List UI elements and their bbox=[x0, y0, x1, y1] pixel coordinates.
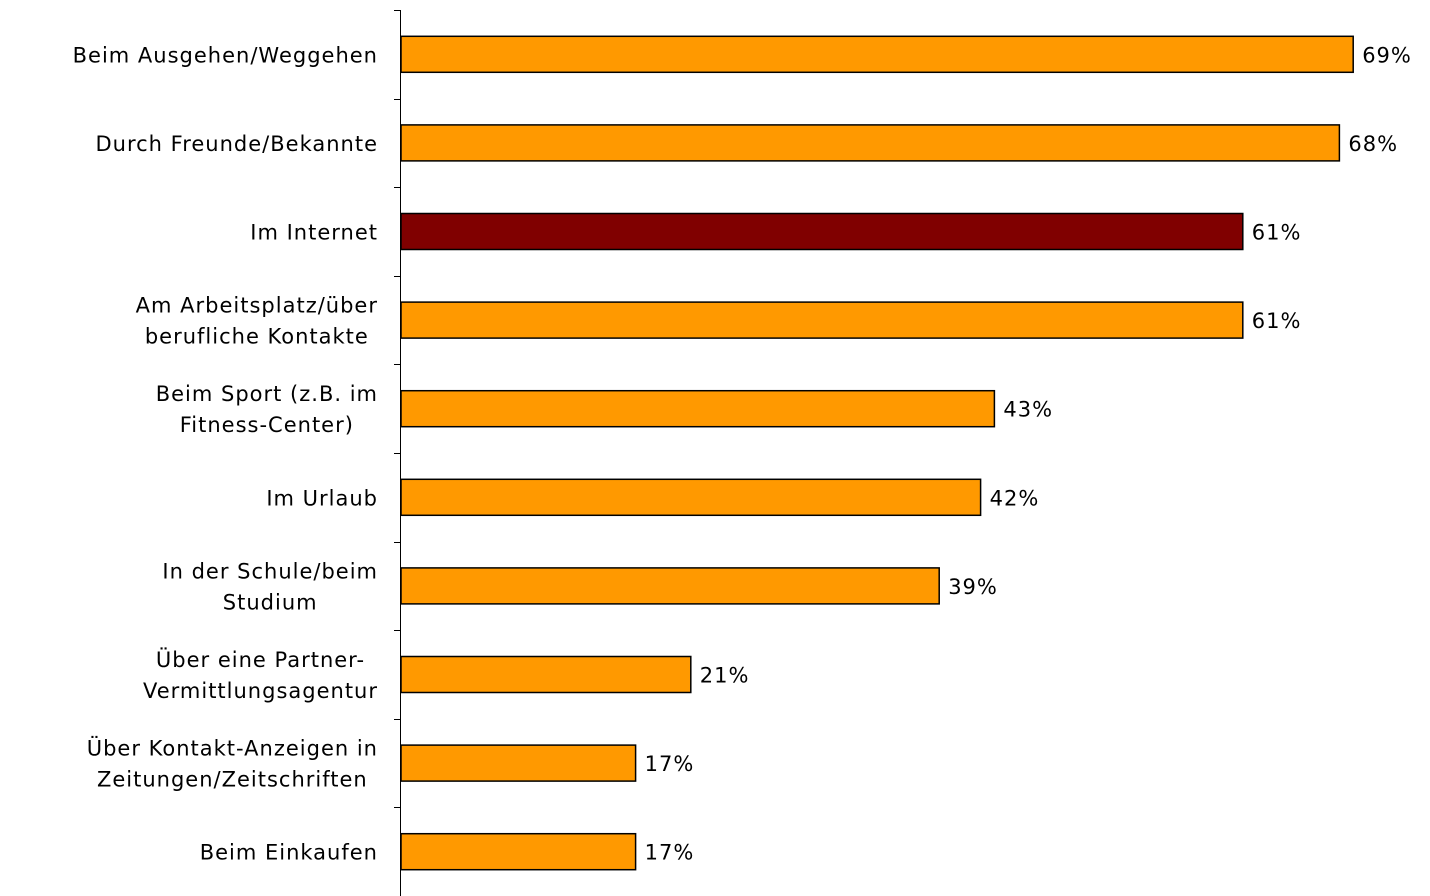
y-tick-label: Beim Einkaufen bbox=[200, 841, 378, 865]
y-tick-label: Über Kontakt-Anzeigen in Zeitungen/Zeitsc… bbox=[87, 736, 378, 792]
bar bbox=[400, 832, 637, 871]
value-label: 17% bbox=[645, 841, 695, 865]
value-label: 21% bbox=[700, 664, 750, 688]
y-tick-label: Über eine Partner-Vermittlungsagentur bbox=[143, 647, 378, 703]
bar bbox=[400, 655, 692, 694]
y-tick-label: Beim Ausgehen/Weggehen bbox=[73, 43, 378, 67]
value-label: 68% bbox=[1348, 132, 1398, 156]
value-label: 39% bbox=[948, 575, 998, 599]
value-label: 42% bbox=[990, 486, 1040, 510]
y-tick-label: In der Schule/beim Studium bbox=[162, 559, 378, 614]
y-tick-label: Durch Freunde/Bekannte bbox=[95, 132, 378, 156]
bar bbox=[400, 567, 940, 605]
bar bbox=[400, 389, 996, 428]
bar bbox=[400, 301, 1244, 339]
bar bbox=[400, 212, 1244, 251]
y-tick-label: Im Urlaub bbox=[266, 486, 378, 510]
value-label: 61% bbox=[1252, 221, 1302, 245]
value-label: 69% bbox=[1362, 43, 1412, 67]
value-label: 61% bbox=[1252, 309, 1302, 333]
value-label: 43% bbox=[1003, 398, 1053, 422]
value-label: 17% bbox=[645, 752, 695, 776]
y-tick-label: Beim Sport (z.B. im Fitness-Center) bbox=[156, 382, 378, 437]
y-tick-label: Am Arbeitsplatz/über berufliche Kontakte bbox=[136, 294, 378, 349]
y-tick-label: Im Internet bbox=[250, 221, 378, 245]
bar bbox=[400, 124, 1341, 162]
bar bbox=[400, 478, 982, 517]
bar bbox=[400, 35, 1354, 74]
bar bbox=[400, 744, 637, 782]
